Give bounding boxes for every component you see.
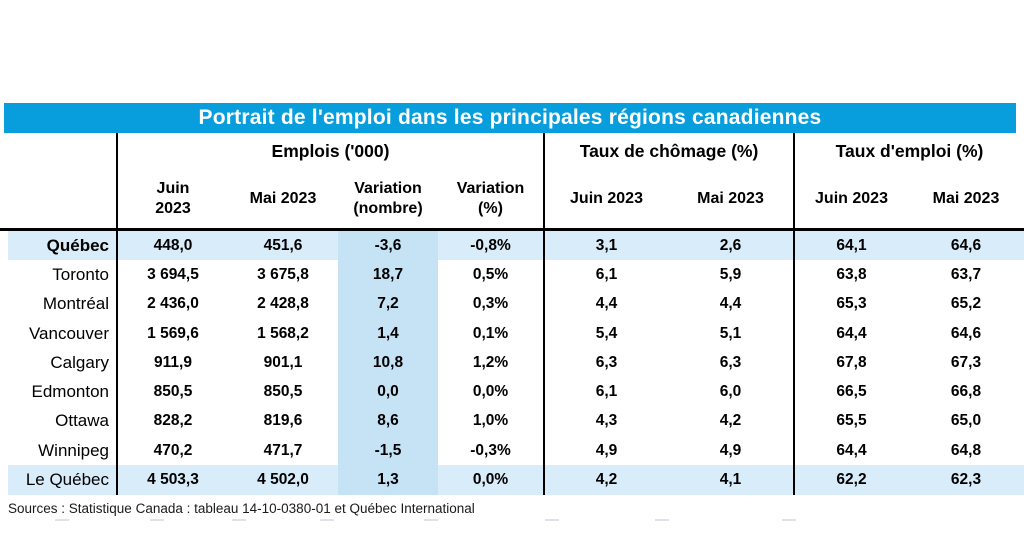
value-cell: 6,3 — [719, 353, 742, 371]
value-cell: 850,5 — [153, 383, 193, 401]
region-cell: Québec — [8, 231, 118, 261]
value-cell: 6,1 — [543, 260, 668, 290]
region-cell: Toronto — [8, 260, 118, 290]
column-group-chomage: Taux de chômage (%) — [543, 133, 793, 169]
value-cell: 65,5 — [793, 406, 908, 437]
col-header-variation-nombre: Variation (nombre) — [353, 179, 423, 217]
value-cell: 65,2 — [950, 295, 982, 313]
value-cell: 3 675,8 — [257, 265, 309, 283]
value-cell: 3 694,5 — [147, 265, 199, 283]
value-cell: -0,8% — [438, 231, 543, 261]
value-cell: 4,9 — [719, 441, 742, 459]
value-cell: 66,8 — [950, 383, 982, 401]
value-cell: 65,0 — [950, 412, 982, 430]
value-cell: 6,0 — [719, 383, 742, 401]
value-cell: 3,1 — [543, 231, 668, 261]
value-cell: 1 568,2 — [257, 324, 309, 342]
col-header-emplois-mai: Mai 2023 — [249, 189, 317, 207]
region-cell: Winnipeg — [8, 436, 118, 466]
source-note: Sources : Statistique Canada : tableau 1… — [8, 501, 475, 516]
value-cell: 471,7 — [263, 441, 303, 459]
region-cell: Edmonton — [8, 377, 118, 407]
value-cell: 6,1 — [543, 377, 668, 407]
value-cell: 2 428,8 — [257, 295, 309, 313]
value-cell: 7,2 — [338, 289, 438, 319]
col-header-emplois-juin: Juin 2023 — [155, 179, 191, 217]
value-cell: 64,1 — [793, 231, 908, 261]
region-cell: Vancouver — [8, 318, 118, 349]
value-cell: 66,5 — [793, 377, 908, 407]
column-group-emploi: Taux d'emploi (%) — [793, 133, 1024, 169]
value-cell: 828,2 — [153, 412, 193, 430]
value-cell: 64,6 — [908, 231, 1024, 261]
region-cell: Le Québec — [8, 465, 118, 495]
value-cell: 63,8 — [793, 260, 908, 290]
value-cell: 4,2 — [719, 412, 742, 430]
value-cell: 63,7 — [950, 265, 982, 283]
value-cell: 67,8 — [793, 348, 908, 378]
value-cell: 6,3 — [543, 348, 668, 378]
value-cell: 451,6 — [228, 231, 338, 261]
value-cell: 1,4 — [338, 318, 438, 349]
value-cell: -0,3% — [470, 441, 511, 459]
value-cell: 470,2 — [153, 441, 193, 459]
value-cell: 4,1 — [668, 465, 793, 495]
table-title: Portrait de l'emploi dans les principale… — [4, 103, 1016, 133]
value-cell: 911,9 — [154, 353, 192, 371]
value-cell: 2 436,0 — [147, 295, 199, 313]
value-cell: 64,6 — [950, 324, 982, 342]
value-cell: 62,2 — [793, 465, 908, 495]
value-cell: 4,2 — [543, 465, 668, 495]
value-cell: 64,8 — [950, 441, 982, 459]
value-cell: 18,7 — [338, 260, 438, 290]
value-cell: 901,1 — [263, 353, 303, 371]
value-cell: 0,0% — [472, 383, 509, 401]
value-cell: 4 502,0 — [228, 465, 338, 495]
corner-cell — [8, 169, 118, 228]
value-cell: 65,3 — [793, 289, 908, 319]
value-cell: -1,5 — [338, 436, 438, 466]
region-cell: Calgary — [8, 348, 118, 378]
col-header-chomage-mai: Mai 2023 — [697, 189, 764, 207]
region-cell: Montréal — [8, 289, 118, 319]
value-cell: 64,4 — [793, 318, 908, 349]
corner-cell — [8, 133, 118, 169]
header-divider-line — [0, 228, 1024, 231]
value-cell: 4 503,3 — [118, 465, 228, 495]
value-cell: 4,4 — [719, 295, 742, 313]
value-cell: 819,6 — [263, 412, 303, 430]
value-cell: -3,6 — [338, 231, 438, 261]
value-cell: 10,8 — [338, 348, 438, 378]
value-cell: 5,4 — [543, 318, 668, 349]
value-cell: 5,9 — [719, 265, 742, 283]
value-cell: 1,0% — [472, 412, 509, 430]
column-group-emplois: Emplois ('000) — [271, 140, 390, 161]
col-header-emploi-mai: Mai 2023 — [932, 189, 1000, 207]
value-cell: 4,4 — [543, 289, 668, 319]
value-cell: 1,3 — [338, 465, 438, 495]
col-header-emploi-juin: Juin 2023 — [793, 169, 908, 228]
value-cell: 850,5 — [263, 383, 303, 401]
value-cell: 4,9 — [543, 436, 668, 466]
value-cell: 0,5% — [472, 265, 509, 283]
value-cell: 0,3% — [472, 295, 509, 313]
col-header-variation-pct: Variation (%) — [456, 179, 525, 217]
region-cell: Ottawa — [8, 406, 118, 437]
employment-table: Emplois ('000) Taux de chômage (%) Taux … — [8, 133, 1024, 495]
value-cell: 1 569,6 — [147, 324, 199, 342]
value-cell: 0,0% — [438, 465, 543, 495]
value-cell: 64,4 — [793, 436, 908, 466]
value-cell: 448,0 — [118, 231, 228, 261]
value-cell: 5,1 — [719, 324, 742, 342]
value-cell: 62,3 — [908, 465, 1024, 495]
value-cell: 67,3 — [950, 353, 982, 371]
value-cell: 1,2% — [472, 353, 509, 371]
value-cell: 8,6 — [338, 406, 438, 437]
value-cell: 2,6 — [668, 231, 793, 261]
value-cell: 4,3 — [543, 406, 668, 437]
col-header-chomage-juin: Juin 2023 — [543, 169, 668, 228]
value-cell: 0,1% — [472, 324, 509, 342]
value-cell: 0,0 — [338, 377, 438, 407]
